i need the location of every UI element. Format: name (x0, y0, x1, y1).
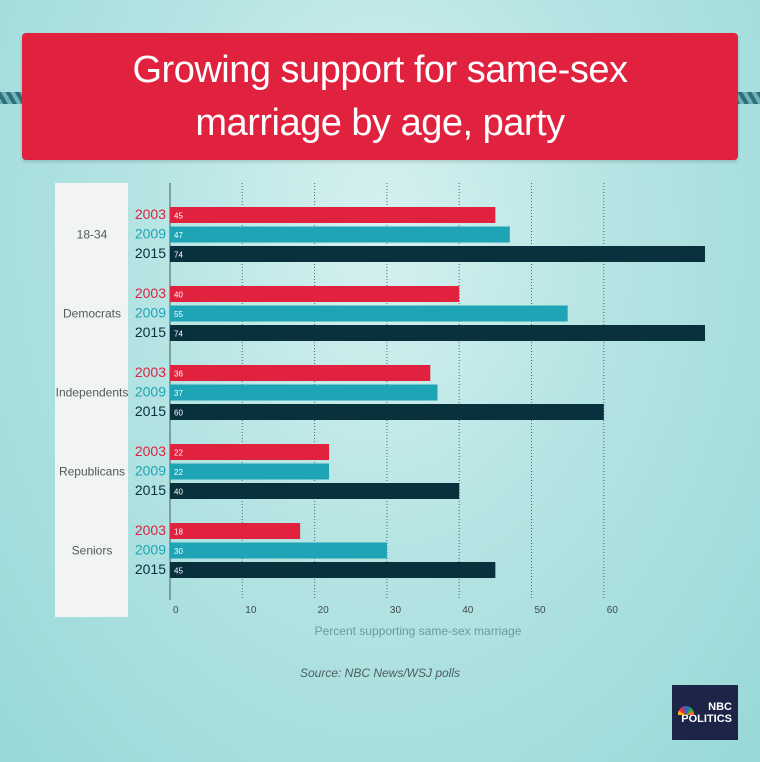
data-label: 40 (174, 488, 183, 497)
data-label: 47 (174, 231, 183, 240)
bar (170, 384, 438, 401)
x-axis-label: Percent supporting same-sex marriage (314, 624, 522, 638)
category-label: Independents (56, 386, 129, 400)
series-year-label: 2015 (135, 561, 166, 577)
title-banner: Growing support for same-sex marriage by… (22, 33, 738, 160)
data-label: 74 (174, 330, 183, 339)
series-year-label: 2009 (135, 305, 166, 321)
source-note: Source: NBC News/WSJ polls (299, 666, 461, 680)
bar (170, 542, 387, 559)
series-year-label: 2003 (135, 285, 166, 301)
logo-line-1: NBC (708, 700, 732, 713)
data-label: 60 (174, 409, 183, 418)
data-label: 40 (174, 291, 183, 300)
x-tick-label: 10 (245, 605, 257, 616)
bar (170, 562, 496, 578)
category-label: 18-34 (77, 228, 108, 242)
data-label: 55 (174, 310, 183, 319)
series-year-label: 2003 (135, 443, 166, 459)
x-tick-label: 50 (535, 605, 547, 616)
category-label-column (55, 183, 128, 617)
category-label: Seniors (72, 544, 113, 558)
bar (170, 305, 568, 322)
bar (170, 365, 431, 381)
bar (170, 226, 510, 243)
data-label: 45 (174, 212, 183, 221)
series-year-label: 2015 (135, 482, 166, 498)
data-label: 22 (174, 449, 183, 458)
logo-line-2: POLITICS (681, 712, 732, 725)
bar (170, 325, 706, 341)
x-tick-label: 60 (607, 605, 619, 616)
category-label: Republicans (59, 465, 125, 479)
series-year-label: 2003 (135, 206, 166, 222)
series-year-label: 2015 (135, 403, 166, 419)
x-tick-label: 30 (390, 605, 402, 616)
series-year-label: 2009 (135, 463, 166, 479)
nbc-politics-logo: NBC POLITICS (672, 685, 738, 740)
chart-title: Growing support for same-sex marriage by… (132, 48, 628, 144)
series-year-label: 2003 (135, 364, 166, 380)
data-label: 30 (174, 547, 183, 556)
bar (170, 207, 496, 223)
data-label: 37 (174, 389, 183, 398)
bar (170, 523, 301, 539)
series-year-label: 2015 (135, 324, 166, 340)
bar (170, 404, 604, 420)
series-year-label: 2009 (135, 542, 166, 558)
series-year-label: 2009 (135, 226, 166, 242)
x-tick-label: 20 (318, 605, 330, 616)
bar (170, 246, 706, 262)
bar (170, 483, 460, 499)
category-label: Democrats (63, 307, 121, 321)
data-label: 45 (174, 567, 183, 576)
series-year-label: 2003 (135, 522, 166, 538)
series-year-label: 2015 (135, 245, 166, 261)
x-tick-label: 40 (462, 605, 474, 616)
bar (170, 463, 330, 480)
bar (170, 286, 460, 302)
x-tick-label: 0 (173, 605, 179, 616)
data-label: 74 (174, 251, 183, 260)
bar (170, 444, 330, 460)
series-year-label: 2009 (135, 384, 166, 400)
data-label: 36 (174, 370, 183, 379)
data-label: 22 (174, 468, 183, 477)
data-label: 18 (174, 528, 183, 537)
peacock-icon (678, 706, 694, 715)
